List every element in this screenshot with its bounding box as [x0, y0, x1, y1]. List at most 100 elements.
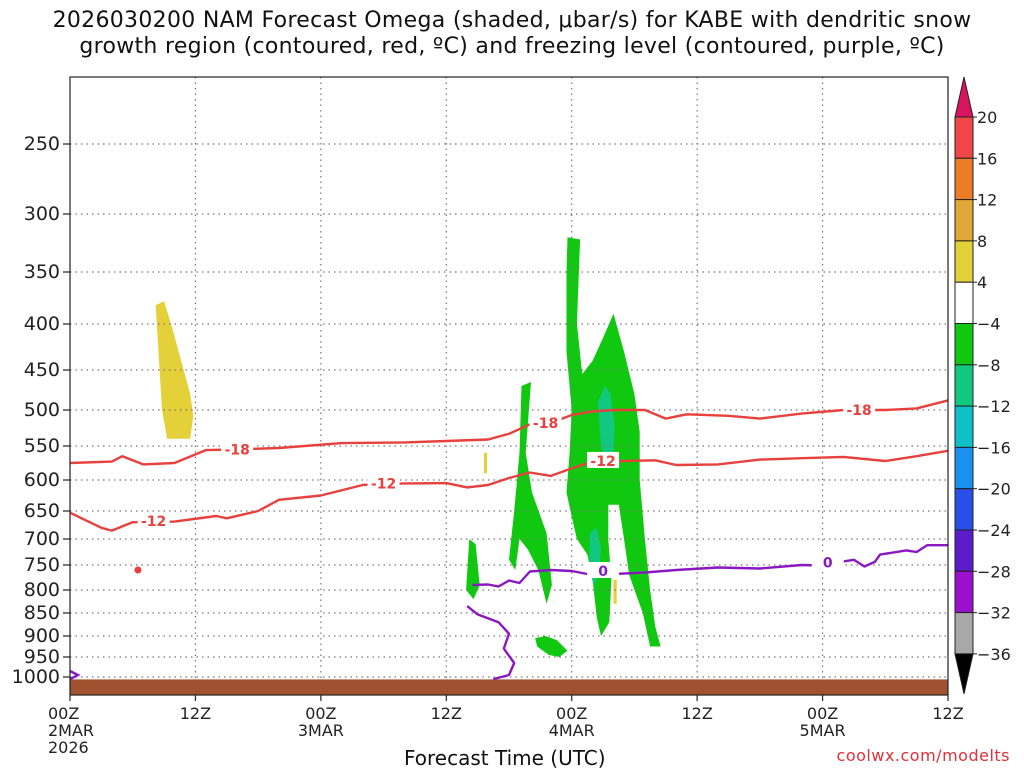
y-tick-label-550: 550: [24, 435, 60, 457]
x-tick-label-84-0: 12Z: [932, 704, 963, 723]
x-tick-label-72-1: 5MAR: [800, 721, 846, 740]
colorbar-swatch-5: [954, 281, 974, 325]
chart-title-line-1: 2026030200 NAM Forecast Omega (shaded, μ…: [52, 8, 972, 33]
colorbar-swatch-2: [954, 157, 974, 201]
credit-link[interactable]: coolwx.com/modelts: [836, 746, 1010, 765]
y-axis-ticks: 2503003504004505005506006507007508008509…: [12, 133, 70, 688]
contour-label-minus12-b-bg: [367, 474, 400, 491]
colorbar-label-2: 12: [977, 191, 997, 210]
colorbar-label-10: −24: [977, 521, 1011, 540]
y-tick-label-300: 300: [24, 203, 60, 225]
contour-label-minus18-c-bg: [843, 401, 876, 417]
colorbar-swatch-8: [954, 405, 974, 448]
colorbar-label-1: 16: [977, 149, 997, 168]
x-tick-label-72-0: 00Z: [807, 704, 838, 723]
colorbar-label-7: −12: [977, 397, 1011, 416]
y-tick-label-650: 650: [24, 500, 60, 522]
colorbar-label-6: −8: [977, 356, 1001, 375]
colorbar-swatch-13: [954, 612, 974, 655]
x-tick-label-60-0: 12Z: [681, 704, 712, 723]
contour-minus18: [69, 399, 949, 466]
contour-label-minus12-c-bg: [587, 451, 620, 468]
y-tick-label-350: 350: [24, 261, 60, 283]
x-tick-label-48-0: 00Z: [556, 704, 587, 723]
colorbar-label-5: −4: [977, 315, 1001, 334]
y-tick-label-900: 900: [24, 625, 60, 647]
colorbar-label-4: 4: [977, 273, 987, 292]
colorbar-swatch-4: [954, 240, 974, 283]
colorbar: 20 16 12 8 4 −4 −8 −12 −16 −20 −24 −28 −32 −36: [954, 76, 1011, 695]
colorbar-swatch-11: [954, 529, 974, 572]
grid-lines: [70, 77, 948, 695]
y-tick-label-850: 850: [24, 602, 60, 624]
omega-region-5: [597, 386, 615, 460]
x-tick-label-0-1: 2MAR: [48, 721, 94, 740]
colorbar-swatch-9: [954, 446, 974, 490]
contour-label-minus12-c: -12: [590, 454, 615, 470]
x-tick-label-0-2: 2026: [48, 738, 89, 757]
colorbar-label-3: 8: [977, 232, 987, 251]
contour-label-minus18-c: -18: [847, 403, 872, 419]
colorbar-label-9: −20: [977, 480, 1011, 499]
y-tick-label-800: 800: [24, 579, 60, 601]
y-tick-label-700: 700: [24, 528, 60, 550]
contour-freezing: [472, 544, 948, 588]
contour-label-minus18-b-bg: [529, 413, 562, 430]
colorbar-top-arrow: [954, 76, 974, 118]
colorbar-label-11: −28: [977, 562, 1011, 581]
contour-minus12: [69, 449, 949, 532]
contour-lines: -18 -18 -18 -12 -12 -12 0 0: [69, 399, 949, 681]
colorbar-label-13: −36: [977, 645, 1011, 664]
colorbar-swatch-7: [954, 364, 974, 407]
contour-label-minus18-b: -18: [533, 416, 558, 432]
contour-label-minus18-a-bg: [221, 440, 254, 457]
contour-label-minus12-b: -12: [371, 477, 396, 493]
colorbar-label-12: −32: [977, 604, 1011, 623]
omega-region-7: [483, 452, 487, 474]
colorbar-swatch-10: [954, 488, 974, 531]
x-tick-label-12-0: 12Z: [180, 704, 211, 723]
y-tick-label-500: 500: [24, 399, 60, 421]
contour-label-freezing-a-bg: [587, 562, 620, 578]
x-tick-label-48-1: 4MAR: [549, 721, 595, 740]
contour-label-freezing-b: 0: [823, 555, 833, 571]
omega-shading: [155, 237, 661, 657]
colorbar-label-8: −16: [977, 438, 1011, 457]
omega-region-8: [613, 580, 617, 604]
contour-label-freezing-a: 0: [598, 564, 608, 580]
omega-region-4: [535, 636, 568, 657]
y-tick-label-950: 950: [24, 646, 60, 668]
colorbar-label-0: 20: [977, 108, 997, 127]
x-tick-label-0-0: 00Z: [48, 704, 79, 723]
x-tick-label-24-0: 00Z: [305, 704, 336, 723]
y-tick-label-250: 250: [24, 133, 60, 155]
colorbar-bottom-arrow: [954, 653, 974, 695]
terrain-fill: [70, 679, 948, 695]
chart-title-line-2: growth region (contoured, red, ºC) and f…: [79, 34, 945, 59]
contour-freezing-edge: [69, 669, 81, 681]
contour-label-minus18-a: -18: [225, 442, 250, 458]
colorbar-swatch-6: [954, 323, 974, 366]
plot-border: [69, 76, 949, 696]
x-tick-label-36-0: 12Z: [431, 704, 462, 723]
contour-label-minus12-a: -12: [141, 514, 166, 530]
contour-label-minus12-a-bg: [137, 512, 170, 529]
x-axis-label: Forecast Time (UTC): [404, 746, 606, 770]
y-tick-label-750: 750: [24, 554, 60, 576]
contour-freezing-lower: [466, 605, 516, 681]
x-tick-label-24-1: 3MAR: [298, 721, 344, 740]
omega-region-2: [509, 382, 552, 604]
y-tick-label-400: 400: [24, 313, 60, 335]
y-tick-label-600: 600: [24, 469, 60, 491]
plot-frame: [69, 76, 949, 696]
y-tick-label-450: 450: [24, 359, 60, 381]
terrain-block: [70, 679, 948, 695]
contour-label-freezing-b-bg: [811, 553, 844, 570]
colorbar-swatch-3: [954, 199, 974, 242]
colorbar-swatch-1: [954, 116, 974, 159]
point-marker-0: [134, 566, 142, 574]
colorbar-swatch-12: [954, 570, 974, 614]
y-tick-label-1000: 1000: [12, 666, 60, 688]
